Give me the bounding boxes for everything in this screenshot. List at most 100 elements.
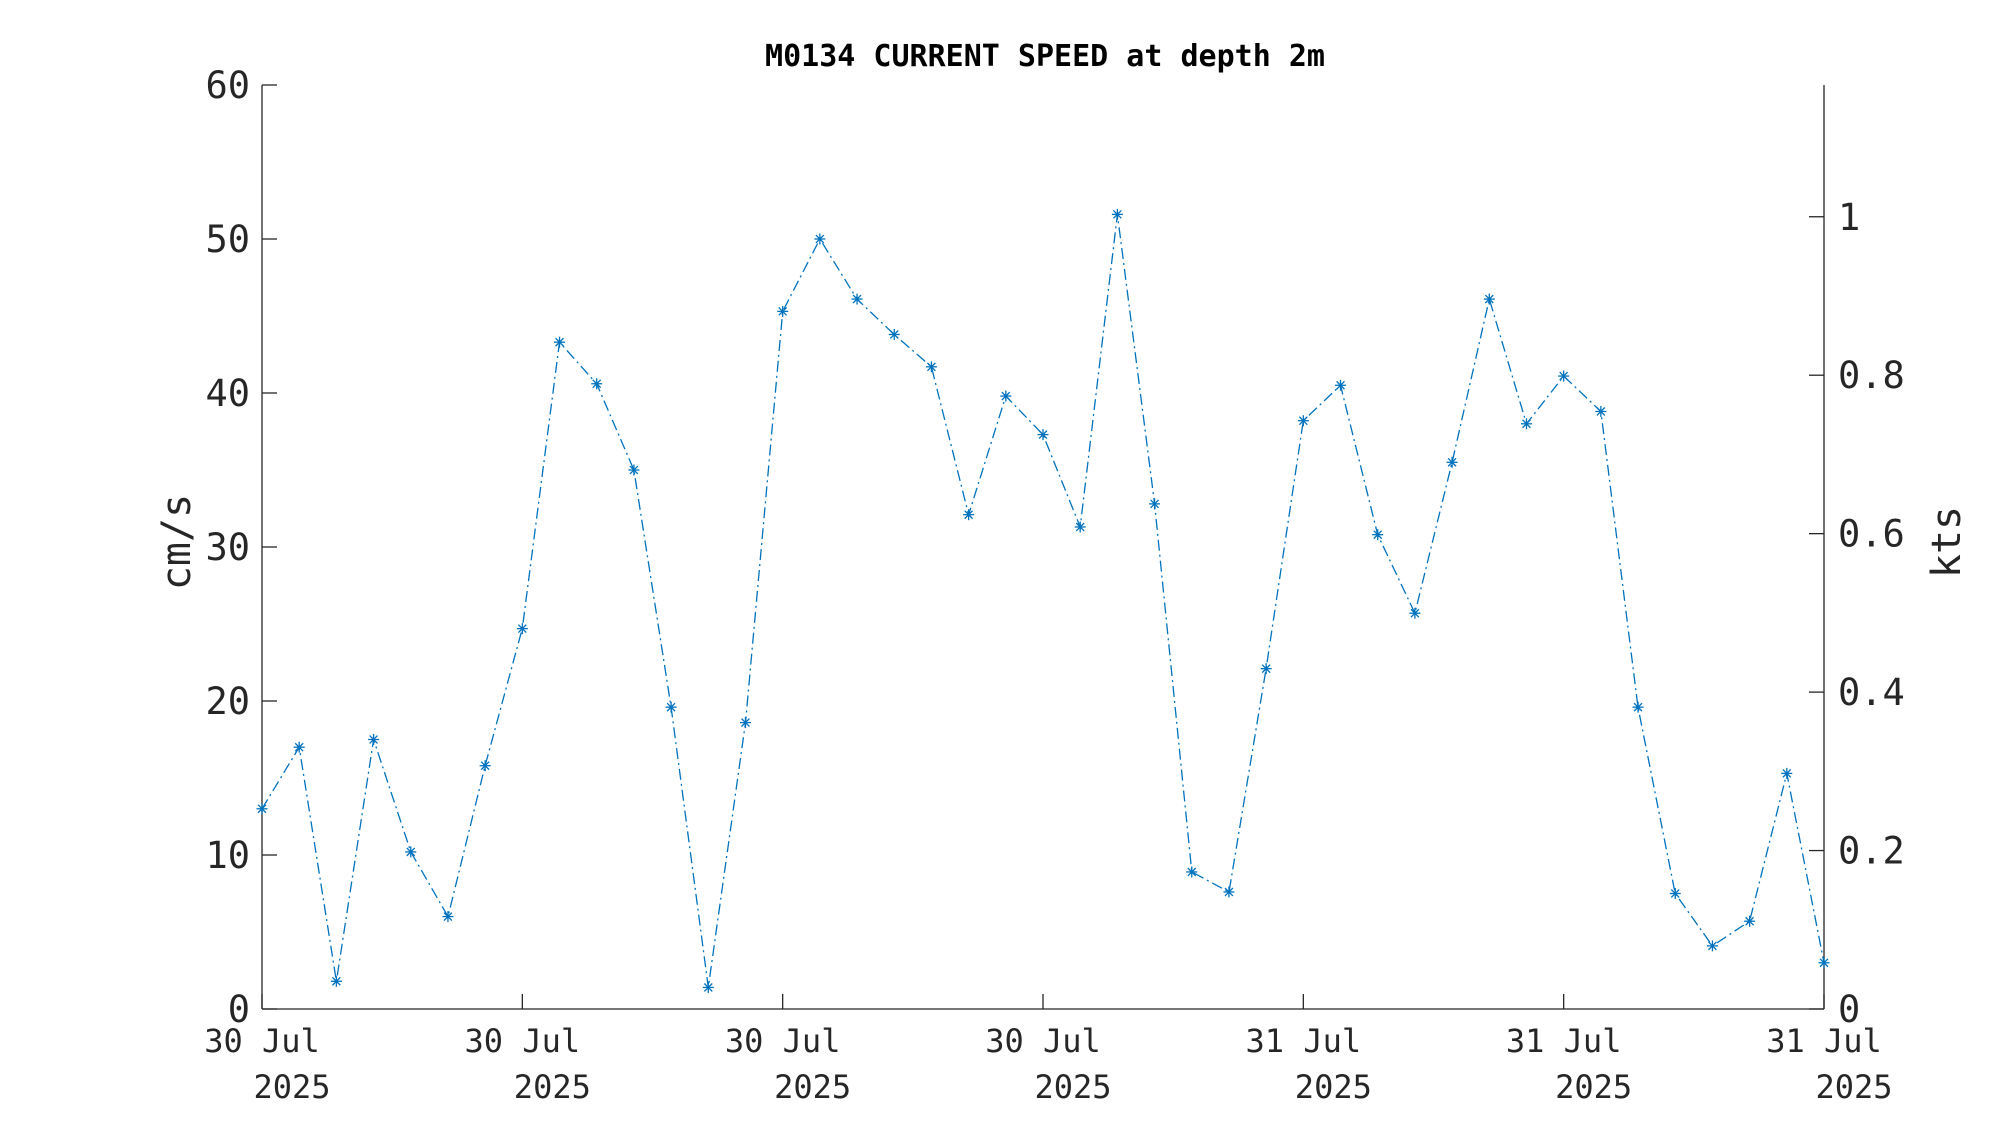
right-tick-label: 0 <box>1838 988 1860 1031</box>
data-point-stroke <box>1187 867 1197 877</box>
data-point <box>1074 521 1086 533</box>
chart-title: M0134 CURRENT SPEED at depth 2m <box>765 39 1325 74</box>
data-point-stroke <box>1075 522 1085 532</box>
data-point-stroke <box>1559 371 1569 381</box>
data-point-stroke <box>889 330 899 339</box>
data-point <box>1149 498 1161 510</box>
data-point <box>1520 418 1532 430</box>
data-point-stroke <box>852 294 862 304</box>
x-tick-label-date: 31 Jul <box>1506 1022 1622 1060</box>
left-tick-label: 40 <box>205 372 250 415</box>
series-line <box>261 214 1825 988</box>
data-point <box>1409 607 1421 619</box>
data-point-stroke <box>443 912 453 922</box>
x-tick-label-year: 2025 <box>774 1068 851 1106</box>
x-tick-label-date: 30 Jul <box>725 1022 841 1060</box>
left-tick-label: 50 <box>205 218 250 261</box>
left-tick-label: 60 <box>205 64 250 107</box>
x-axis: 30 Jul 2025 30 Jul 2025 30 Jul 2025 30 Jul 2025… <box>204 994 1893 1106</box>
data-point <box>963 509 975 521</box>
data-point <box>1372 529 1384 541</box>
data-point <box>1335 379 1347 391</box>
data-point-stroke <box>1224 887 1234 897</box>
x-tick-label-year: 2025 <box>514 1068 591 1106</box>
data-point <box>1558 370 1570 382</box>
data-point <box>1706 940 1718 952</box>
right-tick-label: 0.4 <box>1838 671 1905 714</box>
data-point <box>1446 456 1458 468</box>
data-point-stroke <box>480 761 490 771</box>
data-point-stroke <box>1484 294 1494 304</box>
x-tick-label-date: 31 Jul <box>1246 1022 1362 1060</box>
x-tick-label-year: 2025 <box>1034 1068 1111 1106</box>
data-point-stroke <box>1336 380 1345 390</box>
x-tick-label-year: 2025 <box>1555 1068 1632 1106</box>
data-point-stroke <box>1819 958 1829 968</box>
data-point-stroke <box>1633 702 1643 712</box>
x-tick-label-year: 2025 <box>1815 1068 1892 1106</box>
x-tick-label-date: 30 Jul <box>985 1022 1101 1060</box>
x-tick-label-date: 30 Jul <box>204 1022 320 1060</box>
left-tick-label: 30 <box>205 526 250 569</box>
data-point-stroke <box>592 379 602 389</box>
data-point-stroke <box>1670 889 1680 898</box>
data-point-stroke <box>1596 407 1606 416</box>
right-tick-label: 0.2 <box>1838 830 1905 873</box>
data-point-stroke <box>1708 941 1717 951</box>
data-point-stroke <box>1373 530 1383 540</box>
data-point-stroke <box>741 718 750 727</box>
data-point-stroke <box>1782 768 1792 778</box>
data-point-stroke <box>1410 608 1420 618</box>
data-point-stroke <box>927 362 936 372</box>
data-point-stroke <box>1112 209 1122 219</box>
right-tick-label: 0.6 <box>1838 513 1905 556</box>
data-point-stroke <box>257 804 267 814</box>
plot-axes <box>261 85 1825 1010</box>
x-tick-label-date: 31 Jul <box>1766 1022 1882 1060</box>
data-point-stroke <box>964 510 974 520</box>
data-point <box>1781 767 1793 779</box>
data-point-stroke <box>406 847 416 857</box>
data-point-stroke <box>703 983 713 992</box>
data-point-stroke <box>815 234 825 244</box>
data-point <box>1037 429 1049 441</box>
right-tick-label: 1 <box>1838 196 1860 239</box>
data-point-stroke <box>1261 664 1271 674</box>
data-point <box>330 975 342 987</box>
left-tick-label: 0 <box>228 988 250 1031</box>
left-y-axis: 0 10 20 30 40 50 60 <box>205 64 277 1031</box>
left-y-axis-label: cm/s <box>154 494 200 590</box>
data-point-stroke <box>1745 916 1755 926</box>
data-point <box>702 981 714 993</box>
data-point <box>851 293 863 305</box>
data-point <box>256 803 268 815</box>
data-point-stroke <box>1298 416 1308 426</box>
x-tick-label-year: 2025 <box>253 1068 330 1106</box>
data-point <box>1260 663 1272 675</box>
data-point <box>591 378 603 390</box>
data-point <box>293 741 305 753</box>
left-tick-label: 20 <box>205 680 250 723</box>
data-point <box>554 336 566 348</box>
data-point-stroke <box>1001 391 1011 401</box>
data-point-stroke <box>331 976 341 986</box>
data-point-stroke <box>1522 419 1531 429</box>
data-point-stroke <box>1447 457 1457 467</box>
data-point <box>888 328 900 340</box>
data-point <box>1186 866 1198 878</box>
data-point <box>1000 390 1012 402</box>
data-point-stroke <box>1038 430 1048 439</box>
data-point <box>1595 405 1607 417</box>
data-point <box>479 760 491 772</box>
data-point <box>405 846 417 858</box>
data-point <box>1632 701 1644 713</box>
data-point <box>1483 293 1495 305</box>
data-point <box>628 464 640 476</box>
data-point <box>1297 415 1309 427</box>
right-y-axis: 0 0.2 0.4 0.6 0.8 1 <box>1809 196 1905 1031</box>
data-point-stroke <box>1150 499 1159 509</box>
data-point <box>1744 915 1756 927</box>
data-point-stroke <box>629 465 639 475</box>
right-y-axis-label: kts <box>1924 506 1970 578</box>
